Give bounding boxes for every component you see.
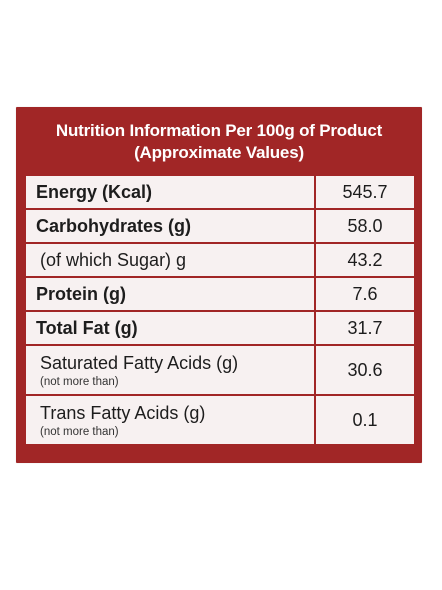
nutrition-table: Energy (Kcal) 545.7 Carbohydrates (g) 58… xyxy=(24,174,416,446)
row-value-protein: 7.6 xyxy=(314,276,416,312)
nutrition-header: Nutrition Information Per 100g of Produc… xyxy=(16,107,422,171)
table-row-total-fat: Total Fat (g) 31.7 xyxy=(24,310,416,346)
row-value-carbohydrates: 58.0 xyxy=(314,208,416,244)
row-value-saturated-fat: 30.6 xyxy=(314,344,416,396)
row-label-carbohydrates: Carbohydrates (g) xyxy=(24,208,316,244)
nutrition-title: Nutrition Information Per 100g of Produc… xyxy=(55,121,383,140)
row-value-trans-fat: 0.1 xyxy=(314,394,416,446)
table-row-sugar: (of which Sugar) g 43.2 xyxy=(24,242,416,278)
table-row-energy: Energy (Kcal) 545.7 xyxy=(24,174,416,210)
nutrition-panel: Nutrition Information Per 100g of Produc… xyxy=(16,107,422,463)
row-note-trans-fat: (not more than) xyxy=(40,425,119,438)
table-row-carbohydrates: Carbohydrates (g) 58.0 xyxy=(24,208,416,244)
table-row-protein: Protein (g) 7.6 xyxy=(24,276,416,312)
row-label-energy: Energy (Kcal) xyxy=(24,174,316,210)
row-cell-trans-fat: Trans Fatty Acids (g) (not more than) xyxy=(24,394,316,446)
row-label-total-fat: Total Fat (g) xyxy=(24,310,316,346)
table-row-trans-fat: Trans Fatty Acids (g) (not more than) 0.… xyxy=(24,394,416,446)
row-label-saturated-fat: Saturated Fatty Acids (g) xyxy=(40,352,239,373)
nutrition-subtitle: (Approximate Values) xyxy=(134,143,304,162)
row-value-energy: 545.7 xyxy=(314,174,416,210)
row-label-sugar: (of which Sugar) g xyxy=(24,242,316,278)
table-row-saturated-fat: Saturated Fatty Acids (g) (not more than… xyxy=(24,344,416,396)
row-note-saturated-fat: (not more than) xyxy=(40,375,119,388)
row-cell-saturated-fat: Saturated Fatty Acids (g) (not more than… xyxy=(24,344,316,396)
row-label-trans-fat: Trans Fatty Acids (g) xyxy=(40,402,206,423)
row-label-protein: Protein (g) xyxy=(24,276,316,312)
row-value-sugar: 43.2 xyxy=(314,242,416,278)
row-value-total-fat: 31.7 xyxy=(314,310,416,346)
